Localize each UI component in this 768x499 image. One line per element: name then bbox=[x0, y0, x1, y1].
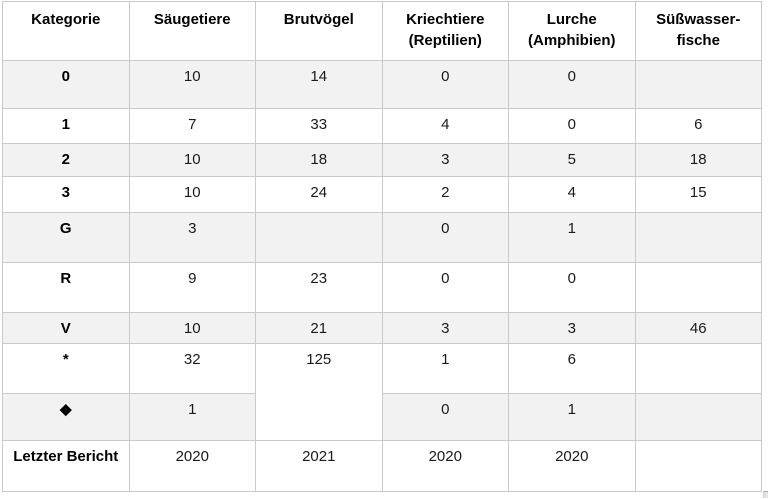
table-cell: 6 bbox=[508, 343, 636, 394]
table-cell bbox=[255, 212, 383, 263]
table-cell: 0 bbox=[508, 262, 636, 313]
row-category: 0 bbox=[2, 60, 130, 109]
table-row: ◆ 1 0 1 bbox=[2, 393, 762, 441]
table-cell: 3 bbox=[381, 312, 509, 344]
table-cell bbox=[634, 343, 762, 394]
row-category: G bbox=[2, 212, 130, 263]
table-cell: 7 bbox=[128, 108, 256, 144]
table-cell: 5 bbox=[508, 143, 636, 177]
table-cell: 32 bbox=[128, 343, 256, 394]
table-row: 2 10 18 3 5 18 bbox=[2, 143, 762, 177]
row-category: ◆ bbox=[2, 393, 130, 441]
column-header-6: Süßwasser- fische bbox=[634, 1, 762, 61]
table-cell: 0 bbox=[381, 60, 509, 109]
table-cell: 2020 bbox=[128, 440, 256, 492]
resize-handle-artifact bbox=[763, 491, 768, 498]
table-cell: 2 bbox=[381, 176, 509, 213]
row-category: * bbox=[2, 343, 130, 394]
species-status-table: Kategorie Säugetiere Brutvögel Kriechtiere … bbox=[2, 1, 762, 492]
table-cell bbox=[634, 393, 762, 441]
table-cell: 0 bbox=[508, 60, 636, 109]
table-cell: 23 bbox=[255, 262, 383, 313]
table-cell: 15 bbox=[634, 176, 762, 213]
table-cell: 1 bbox=[508, 212, 636, 263]
table-cell: 21 bbox=[255, 312, 383, 344]
table-cell bbox=[634, 440, 762, 492]
table-row: Letzter Bericht 2020 2021 2020 2020 bbox=[2, 440, 762, 492]
table-row: 3 10 24 2 4 15 bbox=[2, 176, 762, 213]
column-header-5: Lurche (Amphibien) bbox=[508, 1, 636, 61]
table-cell: 10 bbox=[128, 143, 256, 177]
table-cell: 10 bbox=[128, 60, 256, 109]
table-cell bbox=[634, 262, 762, 313]
row-category: R bbox=[2, 262, 130, 313]
table-cell: 3 bbox=[508, 312, 636, 344]
column-header-4: Kriechtiere (Reptilien) bbox=[381, 1, 509, 61]
row-category: 1 bbox=[2, 108, 130, 144]
table-row: 1 7 33 4 0 6 bbox=[2, 108, 762, 144]
table-cell: 18 bbox=[634, 143, 762, 177]
table-cell bbox=[634, 60, 762, 109]
table-cell: 0 bbox=[381, 262, 509, 313]
table-cell: 18 bbox=[255, 143, 383, 177]
table-cell: 0 bbox=[381, 393, 509, 441]
table-cell: 0 bbox=[508, 108, 636, 144]
header-row: Kategorie Säugetiere Brutvögel Kriechtiere … bbox=[2, 1, 762, 61]
column-header-3: Brutvögel bbox=[255, 1, 383, 61]
column-header-1: Kategorie bbox=[2, 1, 130, 61]
table-cell: 1 bbox=[381, 343, 509, 394]
table-cell: 3 bbox=[381, 143, 509, 177]
table-cell: 10 bbox=[128, 312, 256, 344]
table-cell: 6 bbox=[634, 108, 762, 144]
table-cell: 46 bbox=[634, 312, 762, 344]
table-cell: 3 bbox=[128, 212, 256, 263]
table-cell: 4 bbox=[381, 108, 509, 144]
table-cell: 2021 bbox=[255, 440, 383, 492]
table-cell: 9 bbox=[128, 262, 256, 313]
table-cell: 2020 bbox=[508, 440, 636, 492]
table-cell: 1 bbox=[508, 393, 636, 441]
table-cell: 10 bbox=[128, 176, 256, 213]
table-cell: 24 bbox=[255, 176, 383, 213]
row-category: V bbox=[2, 312, 130, 344]
table-row: * 32 125 1 6 bbox=[2, 343, 762, 441]
row-category: 2 bbox=[2, 143, 130, 177]
table-cell: 2020 bbox=[381, 440, 509, 492]
table-cell: 4 bbox=[508, 176, 636, 213]
table-row: R 9 23 0 0 bbox=[2, 262, 762, 313]
table-row: V 10 21 3 3 46 bbox=[2, 312, 762, 344]
table-cell: 33 bbox=[255, 108, 383, 144]
row-category: 3 bbox=[2, 176, 130, 213]
table-row: 0 10 14 0 0 bbox=[2, 60, 762, 109]
table-cell bbox=[634, 212, 762, 263]
column-header-2: Säugetiere bbox=[128, 1, 256, 61]
row-category: Letzter Bericht bbox=[2, 440, 130, 492]
table-cell: 125 bbox=[255, 343, 383, 441]
table-cell: 14 bbox=[255, 60, 383, 109]
table-cell: 1 bbox=[128, 393, 256, 441]
table-cell: 0 bbox=[381, 212, 509, 263]
